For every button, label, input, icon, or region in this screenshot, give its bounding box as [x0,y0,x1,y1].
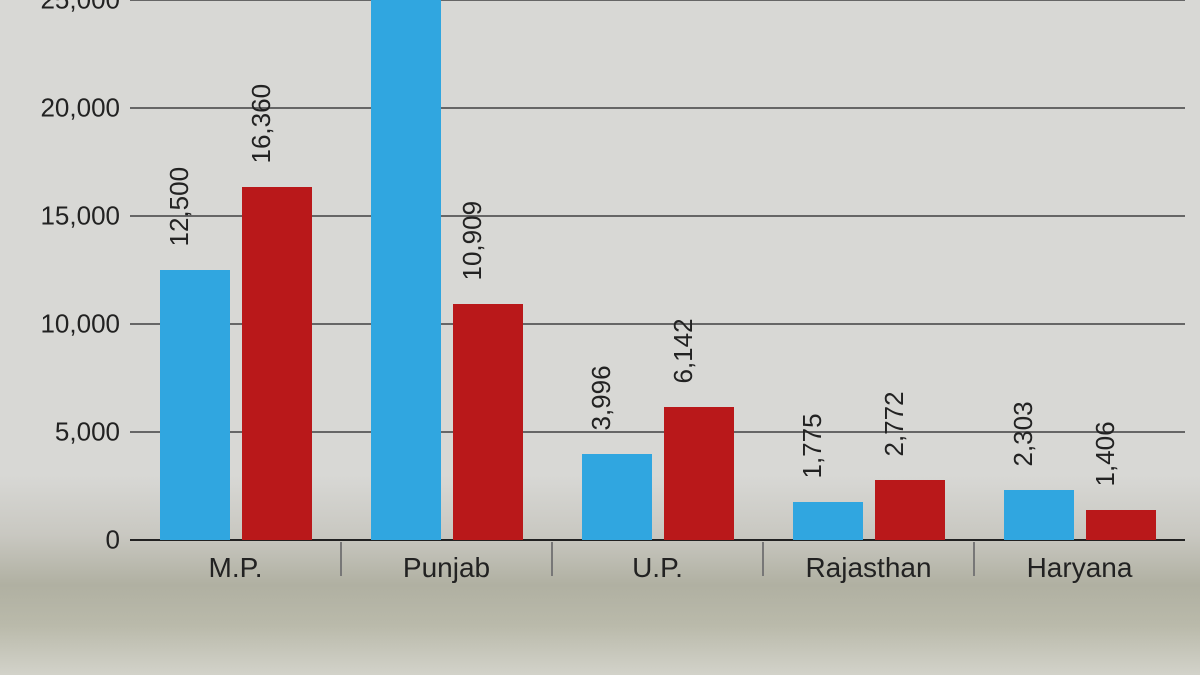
bar: 2,772 [875,480,945,540]
plot-area: M.P.12,50016,360Punjab10,909U.P.3,9966,1… [130,0,1185,540]
category-separator [973,542,975,576]
bar-chart: M.P.12,50016,360Punjab10,909U.P.3,9966,1… [15,0,1185,675]
gridline [130,107,1185,109]
bar-value-label: 3,996 [586,365,617,430]
bar-value-label: 1,775 [797,413,828,478]
bar: 3,996 [582,454,652,540]
bar-value-label: 12,500 [164,167,195,247]
bar-value-label: 2,772 [879,392,910,457]
bar-value-label: 2,303 [1008,402,1039,467]
bar: 1,406 [1086,510,1156,540]
gridline [130,0,1185,1]
bar: 1,775 [793,502,863,540]
category-separator [340,542,342,576]
bar-value-label: 10,909 [457,201,488,281]
bar: 16,360 [242,187,312,540]
bar-value-label: 6,142 [668,319,699,384]
x-category-label: Punjab [403,552,490,584]
bar: 10,909 [453,304,523,540]
category-separator [551,542,553,576]
y-tick-label: 15,000 [40,201,120,232]
bar-value-label: 1,406 [1090,421,1121,486]
x-category-label: M.P. [209,552,263,584]
y-tick-label: 5,000 [55,417,120,448]
x-category-label: Rajasthan [805,552,931,584]
bar: 2,303 [1004,490,1074,540]
y-tick-label: 25,000 [40,0,120,16]
y-tick-label: 10,000 [40,309,120,340]
bar-value-label: 16,360 [246,84,277,164]
y-tick-label: 0 [106,525,120,556]
bar [371,0,441,540]
x-category-label: U.P. [632,552,683,584]
y-tick-label: 20,000 [40,93,120,124]
category-separator [762,542,764,576]
x-category-label: Haryana [1027,552,1133,584]
bar: 6,142 [664,407,734,540]
bar: 12,500 [160,270,230,540]
